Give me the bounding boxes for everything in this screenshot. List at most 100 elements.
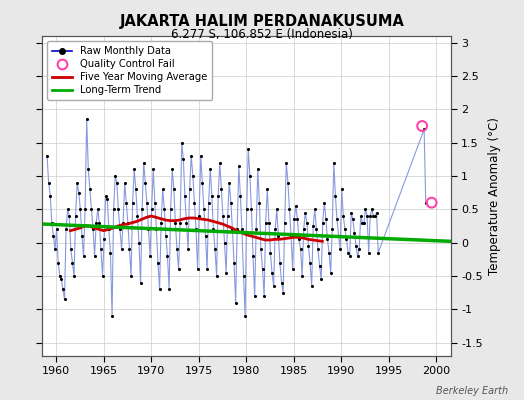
Point [369, 213, 378, 219]
Point [304, 243, 313, 249]
Point [157, 220, 165, 226]
Point [121, 180, 129, 186]
Point [198, 180, 206, 186]
Point [341, 226, 349, 232]
Point [236, 193, 245, 199]
Point [344, 250, 352, 256]
Point [97, 246, 105, 252]
Point [331, 193, 340, 199]
Point [333, 216, 341, 222]
Point [334, 233, 343, 239]
Point [238, 226, 246, 232]
Text: 6.277 S, 106.852 E (Indonesia): 6.277 S, 106.852 E (Indonesia) [171, 28, 353, 41]
Point [279, 290, 287, 296]
Point [200, 206, 208, 212]
Point [223, 213, 232, 219]
Point [374, 250, 383, 256]
Point [122, 200, 130, 206]
Point [297, 246, 305, 252]
Point [326, 270, 335, 276]
Point [311, 206, 319, 212]
Point [88, 206, 96, 212]
Point [306, 260, 314, 266]
Point [136, 280, 145, 286]
Point [428, 200, 436, 206]
Point [325, 250, 333, 256]
Point [49, 233, 58, 239]
Point [130, 166, 138, 172]
Point [74, 190, 83, 196]
Point [258, 266, 267, 272]
Point [173, 246, 181, 252]
Point [165, 286, 173, 292]
Point [363, 213, 372, 219]
Point [71, 213, 80, 219]
Point [82, 116, 91, 122]
Point [139, 160, 148, 166]
Point [114, 206, 123, 212]
Point [167, 206, 175, 212]
Text: JAKARTA HALIM PERDANAKUSUMA: JAKARTA HALIM PERDANAKUSUMA [119, 14, 405, 29]
Point [220, 240, 228, 246]
Point [339, 213, 347, 219]
Point [62, 226, 70, 232]
Point [352, 243, 360, 249]
Point [272, 206, 281, 212]
Point [90, 253, 99, 259]
Point [163, 253, 172, 259]
Point [178, 140, 186, 146]
Point [336, 246, 344, 252]
Point [212, 273, 221, 279]
Legend: Raw Monthly Data, Quality Control Fail, Five Year Moving Average, Long-Term Tren: Raw Monthly Data, Quality Control Fail, … [47, 41, 212, 100]
Point [255, 200, 264, 206]
Point [89, 226, 97, 232]
Point [133, 213, 141, 219]
Point [117, 246, 126, 252]
Point [260, 293, 268, 299]
Point [125, 246, 134, 252]
Point [328, 226, 336, 232]
Point [78, 233, 86, 239]
Point [214, 193, 222, 199]
Point [283, 180, 292, 186]
Point [45, 180, 53, 186]
Point [353, 253, 362, 259]
Point [241, 313, 249, 319]
Point [152, 226, 160, 232]
Point [124, 220, 132, 226]
Point [187, 153, 195, 159]
Point [266, 250, 275, 256]
Point [206, 166, 214, 172]
Point [67, 246, 75, 252]
Point [225, 180, 234, 186]
Point [179, 156, 188, 162]
Point [174, 266, 183, 272]
Point [85, 186, 94, 192]
Point [322, 216, 330, 222]
Point [54, 260, 62, 266]
Point [243, 206, 251, 212]
Point [277, 280, 286, 286]
Point [185, 186, 194, 192]
Point [111, 173, 119, 179]
Point [189, 173, 197, 179]
Point [76, 206, 84, 212]
Point [261, 220, 270, 226]
Point [192, 226, 200, 232]
Point [68, 260, 77, 266]
Point [366, 213, 375, 219]
Text: Berkeley Earth: Berkeley Earth [436, 386, 508, 396]
Point [308, 283, 316, 289]
Point [181, 193, 189, 199]
Point [271, 226, 279, 232]
Point [46, 193, 54, 199]
Point [108, 313, 116, 319]
Point [60, 296, 69, 302]
Point [319, 220, 327, 226]
Point [162, 233, 170, 239]
Point [154, 260, 162, 266]
Point [43, 153, 51, 159]
Point [222, 270, 231, 276]
Point [420, 126, 428, 132]
Point [365, 250, 373, 256]
